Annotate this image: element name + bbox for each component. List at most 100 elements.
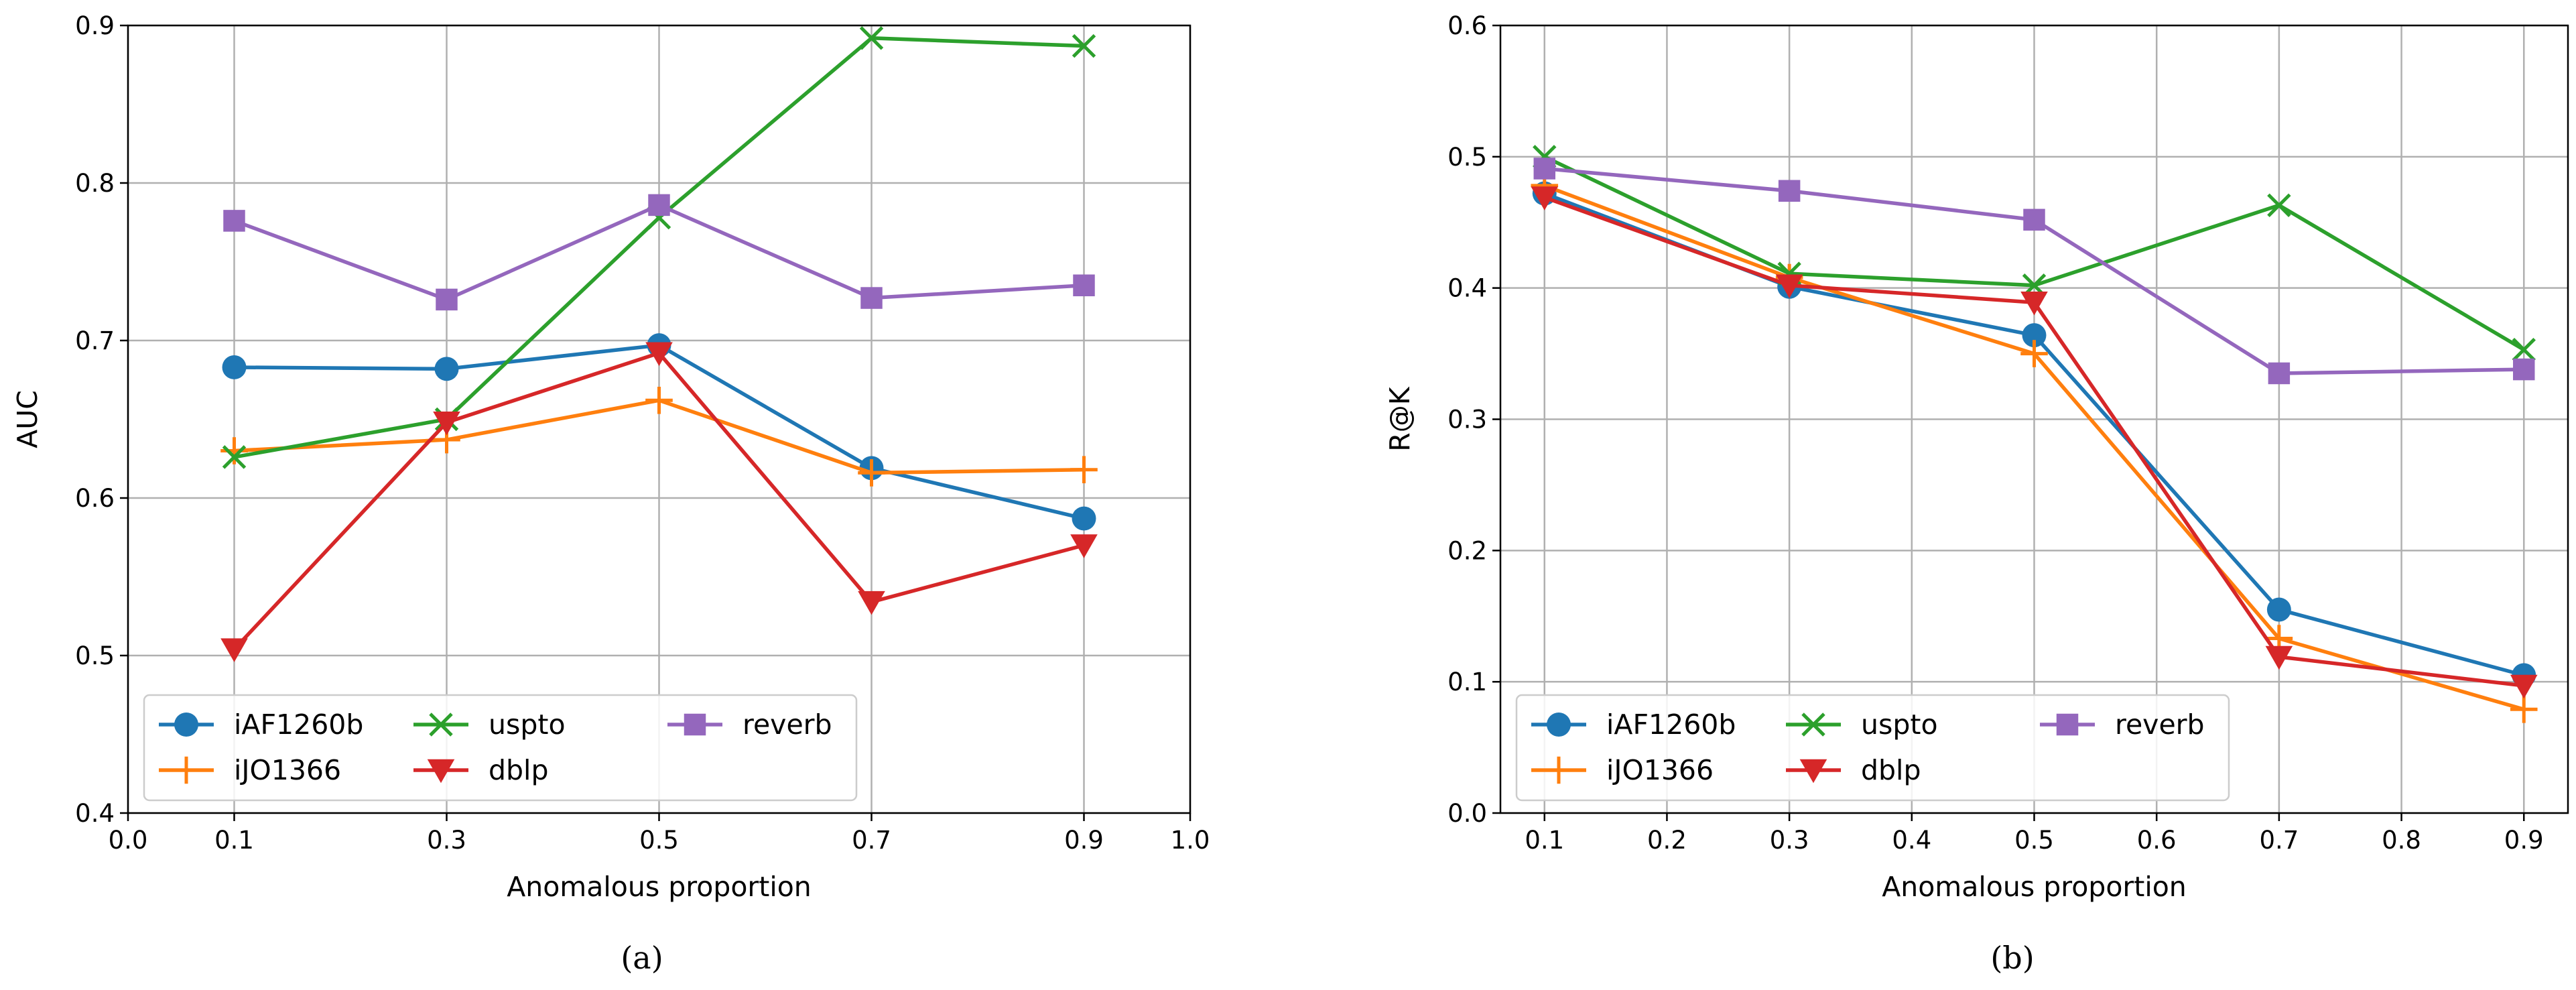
legend: iAF1260b iJO1366 uspto dblp reverb [1515, 694, 2230, 802]
x-tick-label: 1.0 [1171, 826, 1210, 855]
legend-label-reverb: reverb [2115, 708, 2205, 741]
legend-marker-iaf1260b [174, 713, 198, 737]
data-point-uspto [222, 445, 247, 469]
data-point-dblp [2510, 674, 2538, 699]
data-point-dblp [858, 591, 885, 615]
data-point-ijo1366 [1070, 456, 1098, 483]
plot-frame [127, 24, 1192, 814]
y-tick-label: 0.4 [75, 799, 115, 828]
legend-marker-ijo1366 [172, 756, 200, 784]
data-point-iaf1260b [434, 357, 459, 381]
y-tick-label: 0.6 [1447, 11, 1487, 40]
data-point-dblp [220, 638, 248, 662]
data-point-reverb [648, 194, 670, 216]
chart-auc: 0.0 0.1 0.3 0.5 0.7 0.9 1.0 0.4 0.5 0.6 0.7 0.8 0.9 A… [11, 11, 1210, 976]
x-tick-label: 0.5 [2014, 826, 2054, 855]
data-point-dblp [645, 342, 673, 367]
y-tick-label: 0.3 [1447, 406, 1487, 434]
chart-recall-at-k: 0.1 0.2 0.3 0.4 0.5 0.6 0.7 0.8 0.9 0.0 0.1 0.2 0.3 0… [1384, 11, 2569, 976]
data-point-dblp [2020, 291, 2048, 316]
legend-marker-reverb [2056, 713, 2079, 736]
data-point-uspto [1072, 34, 1096, 58]
y-tick-label: 0.8 [75, 169, 115, 198]
x-tick-label: 0.5 [639, 826, 679, 855]
y-axis-label: R@K [1384, 386, 1416, 451]
data-point-iaf1260b [2022, 323, 2047, 348]
y-tick-label: 0.7 [75, 326, 115, 355]
data-point-dblp [1070, 534, 1098, 558]
legend-label-ijo1366: iJO1366 [234, 754, 341, 786]
data-point-uspto [2267, 193, 2291, 218]
legend-marker-reverb [684, 713, 706, 736]
plot-frame [1499, 24, 2569, 814]
x-axis-label: Anomalous proportion [1882, 871, 2187, 903]
y-tick-label: 0.6 [75, 484, 115, 513]
x-tick-label: 0.3 [1770, 826, 1809, 855]
legend-label-dblp: dblp [1861, 754, 1921, 786]
data-point-reverb [436, 288, 458, 311]
data-point-reverb [1073, 274, 1095, 296]
x-tick-label: 0.6 [2137, 826, 2177, 855]
x-tick-label: 0.2 [1647, 826, 1687, 855]
data-point-reverb [2268, 362, 2291, 385]
y-tick-label: 0.4 [1447, 274, 1487, 303]
data-point-reverb [2023, 208, 2045, 231]
legend-label-uspto: uspto [489, 708, 566, 741]
legend-label-ijo1366: iJO1366 [1606, 754, 1714, 786]
x-tick-label: 0.1 [1525, 826, 1564, 855]
y-tick-label: 0.0 [1447, 799, 1487, 828]
x-tick-label: 0.8 [2382, 826, 2421, 855]
y-tick-label: 0.5 [75, 641, 115, 670]
x-tick-label: 0.3 [427, 826, 466, 855]
legend-label-iaf1260b: iAF1260b [1606, 708, 1736, 741]
data-point-iaf1260b [222, 355, 247, 379]
y-tick-label: 0.1 [1447, 668, 1487, 696]
legend-marker-uspto [1801, 713, 1825, 737]
figure-caption: (b) [1990, 940, 2034, 976]
legend-box [143, 694, 858, 802]
data-point-uspto [2512, 337, 2536, 362]
data-point-reverb [1533, 158, 1556, 180]
data-point-dblp [1775, 274, 1803, 299]
data-point-ijo1366 [2020, 340, 2048, 367]
y-tick-label: 0.2 [1447, 536, 1487, 565]
data-point-reverb [2512, 358, 2535, 381]
data-point-ijo1366 [858, 459, 885, 487]
x-tick-label: 0.0 [109, 826, 148, 855]
data-point-ijo1366 [220, 437, 248, 465]
legend-box [1515, 694, 2230, 802]
figure-caption: (a) [621, 940, 663, 976]
legend-marker-uspto [429, 713, 453, 737]
data-point-dblp [1531, 186, 1559, 210]
legend-label-dblp: dblp [489, 754, 548, 786]
data-point-uspto [859, 26, 884, 50]
x-axis-label: Anomalous proportion [507, 871, 812, 903]
legend: iAF1260b iJO1366 uspto dblp reverb [143, 694, 858, 802]
data-point-reverb [1778, 180, 1801, 202]
legend-label-reverb: reverb [743, 708, 832, 741]
x-tick-label: 0.9 [2504, 826, 2544, 855]
x-tick-label: 0.4 [1892, 826, 1931, 855]
data-point-reverb [860, 287, 883, 309]
x-tick-label: 0.1 [214, 826, 254, 855]
x-tick-label: 0.7 [852, 826, 891, 855]
x-tick-label: 0.7 [2259, 826, 2299, 855]
y-tick-label: 0.5 [1447, 143, 1487, 172]
data-point-reverb [223, 210, 245, 232]
y-tick-label: 0.9 [75, 11, 115, 40]
legend-marker-dblp [1799, 759, 1827, 784]
data-point-iaf1260b [1072, 506, 1096, 531]
data-point-dblp [2265, 645, 2293, 670]
legend-marker-ijo1366 [1545, 756, 1573, 784]
legend-marker-iaf1260b [1547, 713, 1571, 737]
data-point-ijo1366 [645, 387, 673, 414]
y-axis-label: AUC [11, 390, 44, 448]
legend-label-uspto: uspto [1861, 708, 1938, 741]
data-point-iaf1260b [2266, 597, 2291, 622]
legend-marker-dblp [427, 759, 455, 784]
legend-label-iaf1260b: iAF1260b [234, 708, 363, 741]
data-point-ijo1366 [2510, 695, 2538, 723]
x-tick-label: 0.9 [1064, 826, 1104, 855]
data-point-dblp [433, 411, 460, 436]
